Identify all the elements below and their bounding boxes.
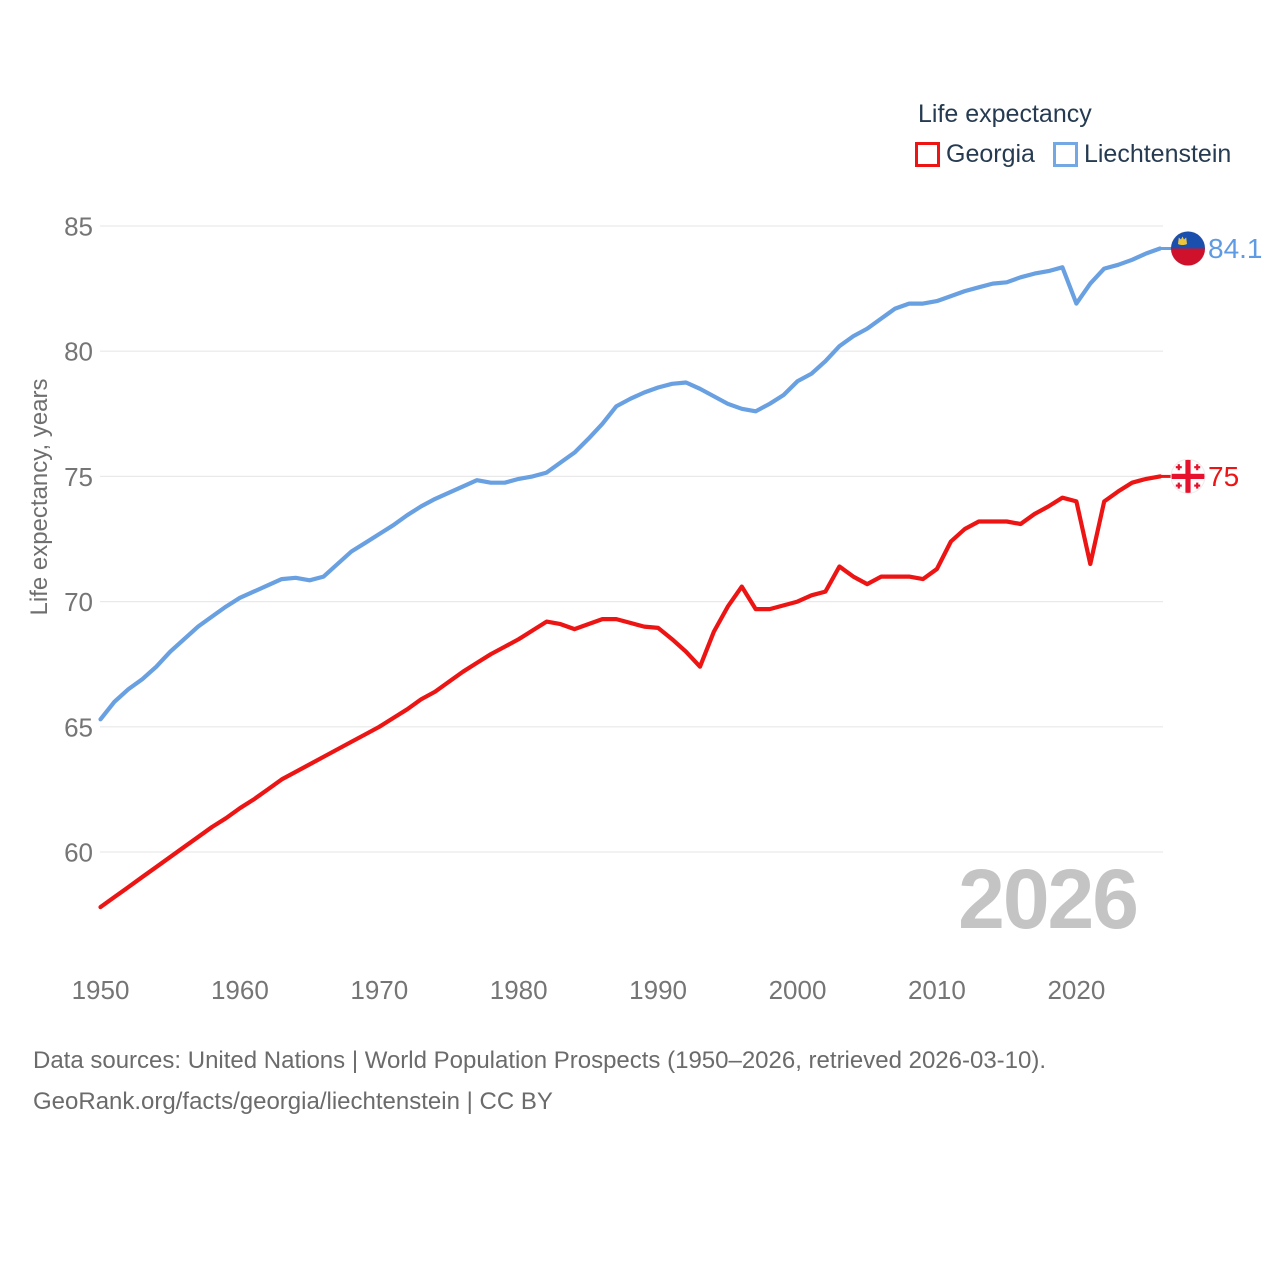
- legend-swatch-liechtenstein: [1052, 142, 1078, 167]
- series-lines: [98, 246, 1174, 910]
- legend-label-liechtenstein: Liechtenstein: [1083, 140, 1232, 168]
- legend-label-georgia: Georgia: [946, 140, 1035, 168]
- footer-attribution: GeoRank.org/facts/georgia/liechtenstein …: [33, 1088, 553, 1115]
- y-tick-label-60: 60: [64, 838, 93, 868]
- legend: Life expectancy Georgia Liechtenstein: [915, 100, 1231, 169]
- x-tick-label-1960: 1960: [211, 975, 269, 1005]
- watermark-year: 2026: [958, 852, 1137, 946]
- y-tick-label-65: 65: [64, 712, 93, 742]
- bolnur-crosses: [1175, 464, 1201, 489]
- x-tick-label-1990: 1990: [629, 975, 687, 1005]
- line-georgia: [98, 474, 1163, 910]
- life-expectancy-line-chart: 2026 85 80 75 70 65 60 1950 1960 1970 1980 1990 200…: [26, 212, 1263, 1006]
- axis-labels: 85 80 75 70 65 60 1950 1960 1970 1980 1990 2000 2010…: [64, 212, 1105, 1006]
- end-label-liechtenstein: 84.1: [1208, 233, 1263, 264]
- end-label-georgia: 75: [1208, 461, 1239, 492]
- line-liechtenstein: [98, 246, 1163, 722]
- y-tick-label-70: 70: [64, 587, 93, 617]
- y-tick-label-80: 80: [64, 337, 93, 367]
- y-tick-label-85: 85: [64, 212, 93, 242]
- crown-icon: [1178, 236, 1187, 246]
- y-tick-label-75: 75: [64, 462, 93, 492]
- x-tick-label-1970: 1970: [350, 975, 408, 1005]
- gridlines: [100, 225, 1163, 853]
- x-tick-label-1950: 1950: [72, 975, 130, 1005]
- liechtenstein-flag-icon: [1170, 231, 1206, 266]
- x-tick-label-1980: 1980: [490, 975, 548, 1005]
- footer: Data sources: United Nations | World Pop…: [33, 1047, 1046, 1129]
- footer-data-sources: Data sources: United Nations | World Pop…: [33, 1047, 1047, 1074]
- x-tick-label-2010: 2010: [908, 975, 966, 1005]
- y-axis-title: Life expectancy, years: [26, 378, 53, 615]
- georgia-flag-icon: [1170, 458, 1206, 494]
- x-tick-label-2000: 2000: [769, 975, 827, 1005]
- x-tick-label-2020: 2020: [1047, 975, 1105, 1005]
- legend-title: Life expectancy: [918, 100, 1092, 128]
- legend-row: Georgia Liechtenstein: [915, 140, 1231, 169]
- legend-swatch-georgia: [915, 142, 940, 167]
